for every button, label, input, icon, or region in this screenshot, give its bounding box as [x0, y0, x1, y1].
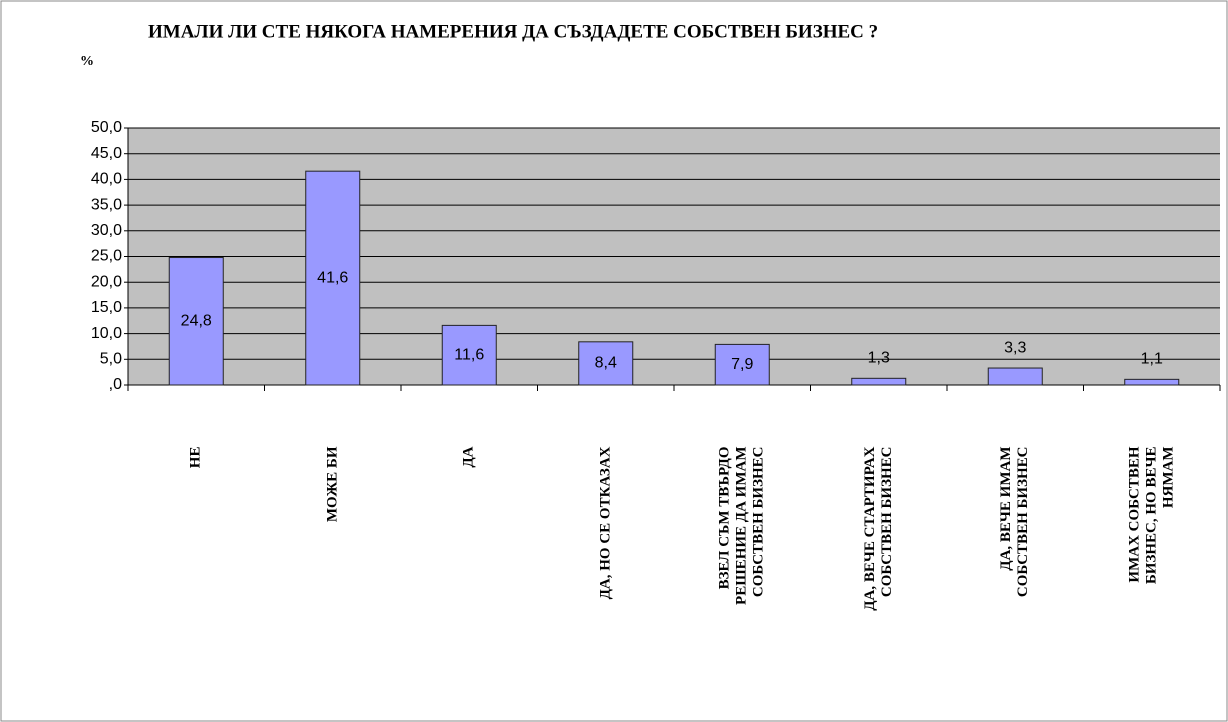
x-tick-label: ДА, ВЕЧЕ СТАРТИРАХ СОБСТВЕН БИЗНЕС	[861, 446, 895, 611]
y-tick-label: 35,0	[91, 196, 122, 213]
bar	[714, 343, 770, 386]
y-tick-label: 20,0	[91, 273, 122, 290]
value-label: 41,6	[317, 269, 348, 286]
y-tick-label: 15,0	[91, 299, 122, 316]
y-tick-label: 25,0	[91, 248, 122, 265]
bar	[987, 367, 1043, 386]
x-tick-label: ДА	[460, 446, 477, 468]
bar	[441, 324, 497, 386]
bar	[578, 341, 634, 386]
y-tick-label: 10,0	[91, 325, 122, 342]
bar	[305, 170, 361, 386]
value-label: 24,8	[181, 312, 212, 329]
y-tick-label: 50,0	[91, 119, 122, 136]
x-tick-label: ДА, НО СЕ ОТКАЗАХ	[597, 446, 614, 600]
value-label: 1,3	[868, 350, 890, 367]
x-tick-label: ВЗЕЛ СЪМ ТВЪРДО РЕШЕНИЕ ДА ИМАМ СОБСТВЕН…	[716, 446, 767, 605]
x-tick-label: НЕ	[187, 446, 204, 469]
y-axis-label: %	[80, 54, 94, 69]
value-label: 8,4	[595, 355, 617, 372]
value-label: 11,6	[454, 346, 484, 363]
x-tick-label: ДА, ВЕЧЕ ИМАМ СОБСТВЕН БИЗНЕС	[998, 446, 1032, 598]
y-tick-label: ,0	[109, 376, 122, 393]
x-tick-label: МОЖЕ БИ	[324, 446, 341, 523]
y-tick-label: 40,0	[91, 171, 122, 188]
x-tick-label: ИМАХ СОБСТВЕН БИЗНЕС, НО ВЕЧЕ НЯМАМ	[1126, 446, 1177, 585]
value-label: 1,1	[1141, 351, 1163, 368]
value-label: 3,3	[1004, 339, 1026, 356]
value-label: 7,9	[731, 356, 753, 373]
y-tick-label: 45,0	[91, 145, 122, 162]
bar	[1124, 378, 1180, 386]
y-tick-label: 5,0	[100, 351, 122, 368]
bar	[168, 257, 224, 386]
y-tick-label: 30,0	[91, 222, 122, 239]
chart-title: ИМАЛИ ЛИ СТЕ НЯКОГА НАМЕРЕНИЯ ДА СЪЗДАДЕ…	[148, 21, 878, 42]
bar	[851, 377, 907, 386]
